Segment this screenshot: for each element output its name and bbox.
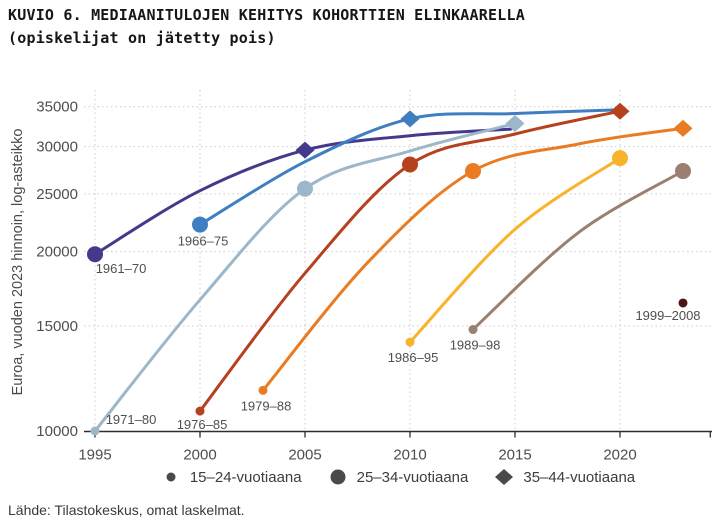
marker-1961-70-diamond: [295, 141, 315, 159]
cohort-labels: 1961–70 1966–75 1971–80 1976–85 1979–88 1986–…: [96, 234, 701, 433]
y-tick-label: 10000: [36, 423, 78, 440]
y-tick-label: 30000: [36, 139, 78, 156]
legend-item-15-24-vuotiaana: 15–24-vuotiaana: [161, 467, 302, 487]
legend-label: 35–44-vuotiaana: [523, 468, 636, 486]
marker-1961-70-dot-large: [87, 246, 103, 263]
x-tick-label: 2020: [603, 447, 636, 464]
x-tick-label: 2015: [498, 447, 531, 464]
marker-1979-88-dot-small: [258, 385, 268, 395]
gridlines: [84, 90, 712, 432]
y-tick-label: 15000: [36, 318, 78, 335]
x-tick-label: 2010: [393, 447, 426, 464]
y-tick-label: 35000: [36, 99, 78, 116]
chart-subtitle: (opiskelijat on jätetty pois): [8, 29, 276, 47]
cohort-label-1989-98: 1989–98: [450, 338, 501, 353]
series-line-1976-85: [198, 109, 622, 413]
x-axis: 1995 2000 2005 2010 2015 2020: [78, 430, 712, 464]
marker-1976-85-dot-small: [195, 406, 205, 416]
y-tick-label: 20000: [36, 244, 78, 261]
chart-title: KUVIO 6. MEDIAANITULOJEN KEHITYS KOHORTT…: [8, 6, 525, 24]
cohort-label-1961-70: 1961–70: [96, 261, 147, 276]
legend-item-35-44-vuotiaana: 35–44-vuotiaana: [494, 467, 635, 487]
marker-1989-98-dot-large: [675, 163, 691, 180]
y-axis-title: Euroa, vuoden 2023 hinnoin, log-asteikko: [10, 129, 26, 396]
marker-1979-88-diamond: [673, 119, 693, 137]
marker-1986-95-dot-small: [405, 337, 415, 347]
series-line-1971-80: [93, 122, 517, 433]
series-line-1989-98: [471, 169, 685, 332]
y-axis-labels: 10000 15000 20000 25000 30000 35000 Euroa, vuo…: [10, 99, 78, 440]
legend-label: 15–24-vuotiaana: [189, 468, 302, 486]
marker-1971-80-dot-small: [90, 426, 100, 436]
marker-1979-88-dot-large: [465, 163, 481, 180]
cohort-label-1979-88: 1979–88: [241, 398, 292, 413]
x-tick-label: 2000: [183, 447, 216, 464]
marker-1971-80-dot-large: [297, 180, 313, 197]
series-lines: [93, 108, 685, 433]
marker-1976-85-dot-large: [402, 156, 418, 173]
x-tick-label: 2005: [288, 447, 321, 464]
cohort-label-1999-2008: 1999–2008: [635, 308, 700, 323]
dot-large-icon: [330, 469, 346, 485]
dot-small-icon: [166, 472, 176, 482]
marker-1989-98-dot-small: [468, 325, 478, 335]
legend-label: 25–34-vuotiaana: [356, 468, 469, 486]
series-line-1986-95: [408, 156, 622, 344]
y-tick-label: 25000: [36, 186, 78, 203]
cohort-label-1976-85: 1976–85: [177, 417, 228, 432]
marker-1966-75-diamond: [400, 110, 420, 128]
cohort-label-1966-75: 1966–75: [178, 234, 229, 249]
cohort-label-1971-80: 1971–80: [106, 412, 157, 427]
marker-1976-85-diamond: [610, 102, 630, 120]
series-markers: [87, 102, 693, 436]
legend: 15–24-vuotiaana 25–34-vuotiaana 35–44-vuot…: [84, 467, 712, 487]
cohort-label-1986-95: 1986–95: [388, 350, 439, 365]
marker-1966-75-dot-large: [192, 216, 208, 233]
marker-1971-80-diamond: [505, 115, 525, 133]
x-tick-label: 1995: [78, 447, 111, 464]
marker-1986-95-dot-large: [612, 150, 628, 167]
legend-item-25-34-vuotiaana: 25–34-vuotiaana: [328, 467, 469, 487]
source-note: Lähde: Tilastokeskus, omat laskelmat.: [8, 502, 245, 518]
marker-1999-2008-dot-small: [678, 298, 688, 308]
diamond-icon: [495, 469, 514, 485]
